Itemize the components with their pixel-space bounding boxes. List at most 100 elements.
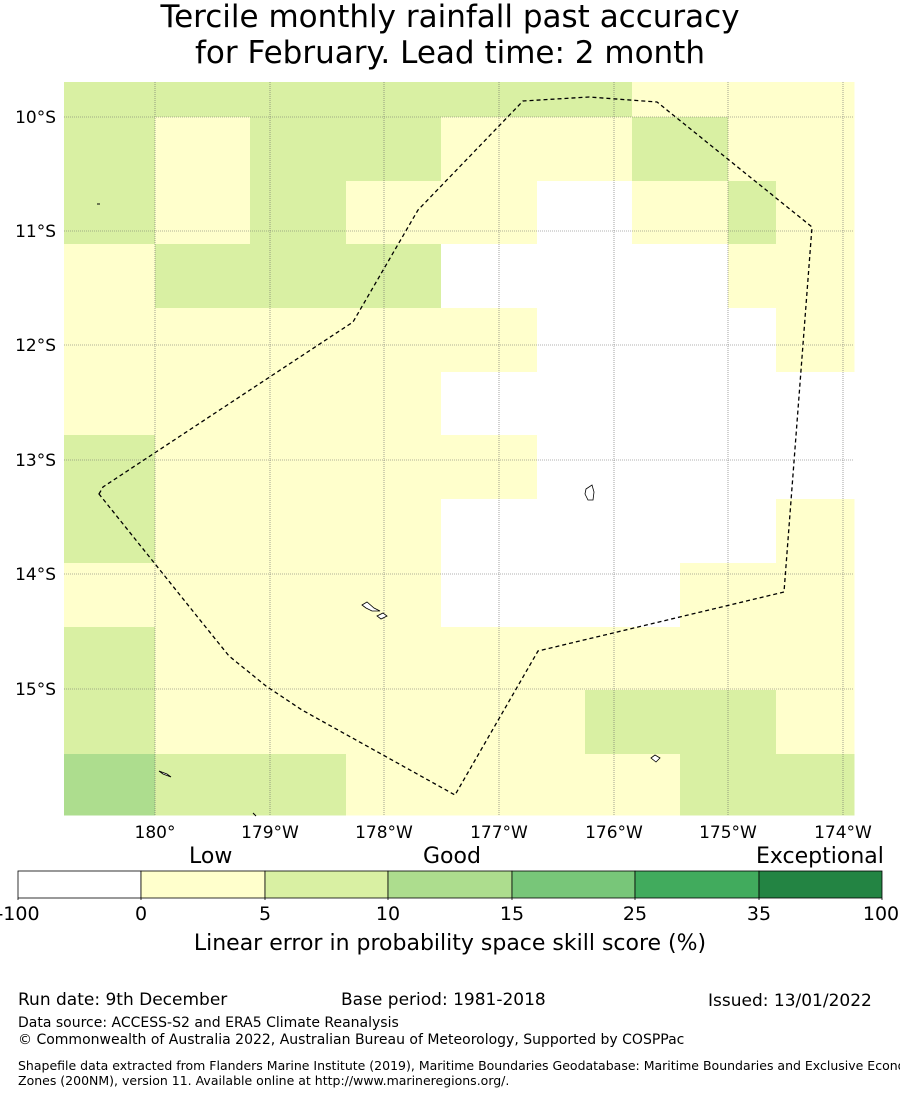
grid-cell <box>585 82 633 118</box>
grid-cell <box>346 244 395 309</box>
grid-cell <box>776 563 855 628</box>
graticule <box>64 82 854 815</box>
grid-cell <box>680 435 729 500</box>
grid-cell <box>394 82 442 118</box>
island-outline <box>376 612 388 620</box>
grid-cell <box>776 244 855 309</box>
lat-tick-label: 11°S <box>15 222 56 242</box>
grid-cell <box>728 499 777 564</box>
grid-cell <box>64 754 111 816</box>
grid-cell <box>250 82 299 118</box>
grid-cell <box>110 627 156 691</box>
grid-cell <box>537 244 586 309</box>
grid-cell <box>632 82 681 118</box>
grid-cell <box>110 82 156 118</box>
colorbar-swatch <box>758 870 883 899</box>
colorbar-label-low: Low <box>189 844 233 869</box>
grid-cell <box>394 181 442 245</box>
grid-cell <box>155 563 204 628</box>
grid-cell <box>776 181 855 245</box>
grid-cell <box>728 435 777 500</box>
grid-cell <box>155 117 204 182</box>
grid-cell <box>728 117 777 182</box>
axis-labels: 180° 179°W 178°W 177°W 176°W 175°W 174°W 10°S 11… <box>15 108 872 843</box>
shapefile-credit-line2: Zones (200NM), version 11. Available onl… <box>18 1073 510 1088</box>
colorbar-tick: 100 <box>862 903 900 925</box>
grid-cell <box>110 372 156 436</box>
grid-cell <box>203 117 251 182</box>
grid-cell <box>585 499 633 564</box>
grid-cell <box>680 308 729 373</box>
grid-cell <box>537 690 586 755</box>
grid-cell <box>585 627 633 691</box>
grid-cell <box>64 82 111 118</box>
grid-cell <box>298 563 347 628</box>
grid-cell <box>298 690 347 755</box>
colorbar <box>17 870 883 900</box>
colorbar-tick: 10 <box>375 903 401 925</box>
grid-cell <box>298 435 347 500</box>
grid-cell <box>776 372 855 436</box>
grid-cell <box>394 754 442 816</box>
grid-cell <box>728 308 777 373</box>
grid-cell <box>203 435 251 500</box>
grid-cell <box>489 82 538 118</box>
grid-cell <box>728 181 777 245</box>
grid-cell <box>203 181 251 245</box>
grid-cell <box>728 82 777 118</box>
chart-title-line1: Tercile monthly rainfall past accuracy <box>160 0 740 35</box>
lon-tick-label: 179°W <box>241 823 299 843</box>
grid-cell <box>537 435 586 500</box>
grid-cell <box>489 563 538 628</box>
grid-cell <box>537 563 586 628</box>
grid-cell <box>346 181 395 245</box>
grid-cell <box>728 372 777 436</box>
colorbar-label-exceptional: Exceptional <box>756 844 884 869</box>
grid-cell <box>110 754 156 816</box>
grid-cell <box>203 690 251 755</box>
grid-cell <box>632 308 681 373</box>
grid-cell <box>64 308 111 373</box>
lat-tick-label: 14°S <box>15 565 56 585</box>
grid-cell <box>776 690 855 755</box>
grid-cell <box>346 499 395 564</box>
grid-cell <box>155 627 204 691</box>
grid-cell <box>776 308 855 373</box>
grid-cell <box>346 435 395 500</box>
grid-cell <box>441 308 490 373</box>
grid-cell <box>537 308 586 373</box>
grid-cell <box>441 690 490 755</box>
colorbar-tick: 0 <box>134 903 148 925</box>
grid-cell <box>298 117 347 182</box>
grid-cell <box>250 117 299 182</box>
grid-cell <box>489 244 538 309</box>
grid-cell <box>441 244 490 309</box>
grid-cell <box>64 372 111 436</box>
grid-cell <box>298 499 347 564</box>
lon-tick-label: 178°W <box>355 823 413 843</box>
shapefile-credit-line1: Shapefile data extracted from Flanders M… <box>18 1058 900 1073</box>
eez-boundary <box>98 96 813 796</box>
grid-cell <box>489 372 538 436</box>
island-outline <box>158 770 172 778</box>
grid-cell <box>680 499 729 564</box>
grid-cell <box>632 435 681 500</box>
colorbar-swatch <box>264 870 389 899</box>
grid-cell <box>203 563 251 628</box>
grid-cell <box>776 754 855 816</box>
grid-cell <box>64 563 111 628</box>
colorbar-title: Linear error in probability space skill … <box>193 931 707 956</box>
grid-cell <box>250 627 299 691</box>
grid-cell <box>489 308 538 373</box>
grid-cell <box>441 563 490 628</box>
grid-cell <box>489 690 538 755</box>
grid-cell <box>632 181 681 245</box>
grid-cell <box>632 372 681 436</box>
grid-cell <box>110 308 156 373</box>
grid-cell <box>110 499 156 564</box>
grid-cell <box>346 372 395 436</box>
colorbar-swatch <box>387 870 513 899</box>
grid-cell <box>776 435 855 500</box>
grid-cell <box>394 117 442 182</box>
grid-cell <box>728 754 777 816</box>
